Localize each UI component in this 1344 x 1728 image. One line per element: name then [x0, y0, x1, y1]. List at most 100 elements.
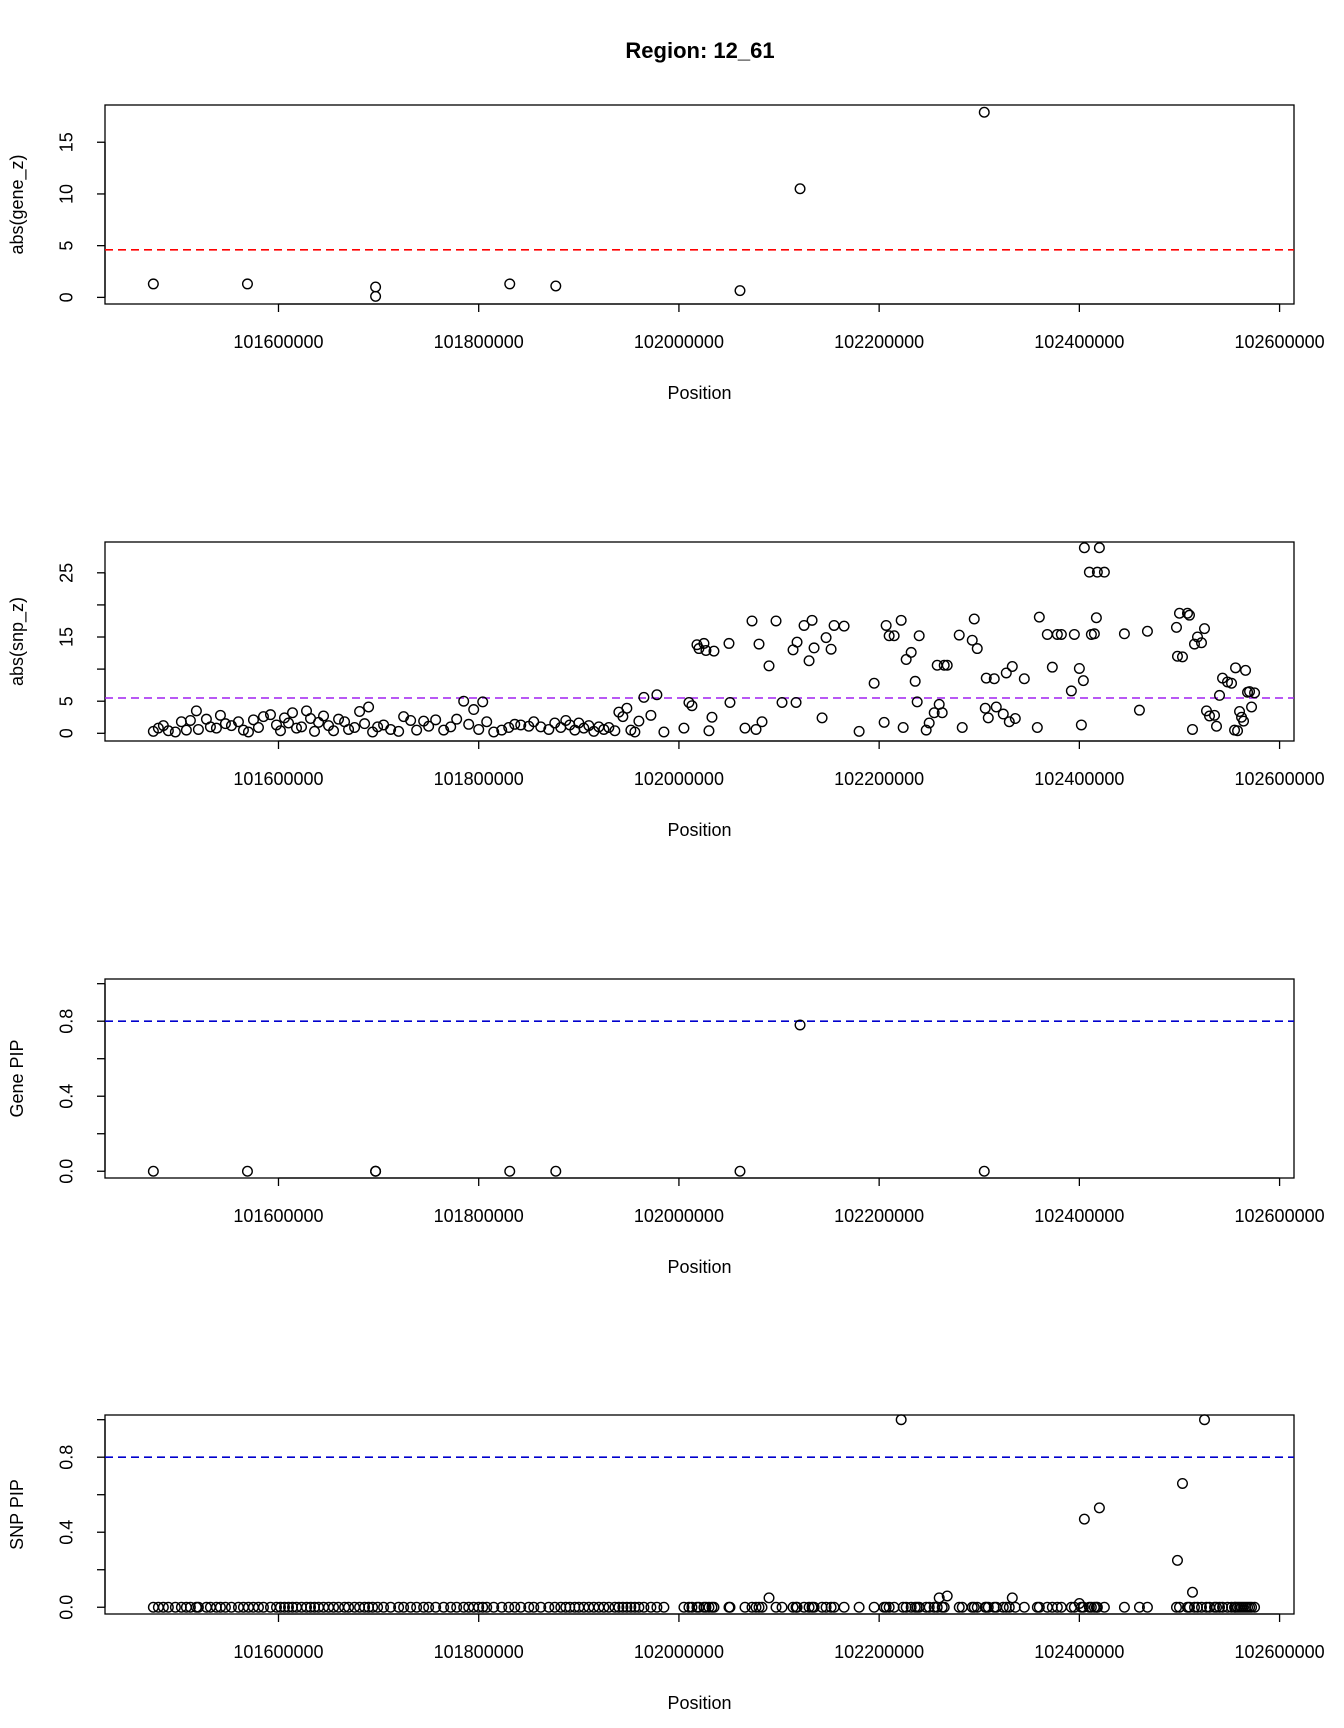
data-point [776, 1601, 788, 1613]
data-point [708, 645, 720, 657]
data-point [313, 716, 325, 728]
data-point [463, 718, 475, 730]
data-point [1183, 1601, 1195, 1613]
y-tick-label: 5 [57, 241, 77, 251]
data-point [1176, 651, 1188, 663]
data-point [359, 1601, 371, 1613]
data-point [936, 707, 948, 719]
data-point [609, 725, 621, 737]
data-point [997, 1601, 1009, 1613]
data-point [1078, 542, 1090, 554]
data-point [257, 1601, 269, 1613]
data-point [1133, 704, 1145, 716]
data-point [1234, 705, 1246, 717]
x-tick-label: 101800000 [434, 1642, 524, 1662]
data-point [1214, 1601, 1226, 1613]
data-point [1188, 638, 1200, 650]
data-point [468, 704, 480, 716]
data-point [1000, 667, 1012, 679]
data-point [283, 717, 295, 729]
data-point [1176, 1477, 1188, 1489]
data-point [770, 615, 782, 627]
data-point [270, 1601, 282, 1613]
x-tick-label: 102000000 [634, 769, 724, 789]
data-point [1118, 628, 1130, 640]
data-point [296, 721, 308, 733]
data-point [1078, 1513, 1090, 1525]
data-point [264, 709, 276, 721]
data-point [700, 644, 712, 656]
y-tick-label: 5 [57, 696, 77, 706]
data-point [900, 653, 912, 665]
data-point [192, 1601, 204, 1613]
data-point [897, 1601, 909, 1613]
x-tick-label: 102400000 [1034, 1642, 1124, 1662]
data-point [739, 1601, 751, 1613]
data-point [477, 1601, 489, 1613]
data-point [598, 723, 610, 735]
data-point [274, 1601, 286, 1613]
data-point [609, 1601, 621, 1613]
data-point [734, 1165, 746, 1177]
data-point [515, 1601, 527, 1613]
data-point [488, 1601, 500, 1613]
data-point [398, 1601, 410, 1613]
data-point [700, 1601, 712, 1613]
x-tick-label: 102600000 [1235, 332, 1325, 352]
data-point [274, 725, 286, 737]
data-point [257, 711, 269, 723]
data-point [638, 1601, 650, 1613]
data-point [535, 721, 547, 733]
data-point [305, 1601, 317, 1613]
data-point [808, 642, 820, 654]
data-point [1083, 566, 1095, 578]
data-point [430, 714, 442, 726]
data-point [603, 722, 615, 734]
data-point [543, 723, 555, 735]
data-point [372, 721, 384, 733]
data-point [966, 634, 978, 646]
data-point [481, 1601, 493, 1613]
data-point [982, 712, 994, 724]
data-point [794, 1019, 806, 1031]
data-point [703, 1601, 715, 1613]
data-point [214, 709, 226, 721]
data-point [980, 672, 992, 684]
y-tick-label: 15 [57, 132, 77, 152]
data-point [1018, 673, 1030, 685]
data-point [708, 1601, 720, 1613]
x-axis-label: Position [667, 383, 731, 403]
data-point [703, 725, 715, 737]
x-tick-label: 102000000 [634, 1642, 724, 1662]
data-point [746, 615, 758, 627]
data-point [1090, 612, 1102, 624]
data-point [504, 1165, 516, 1177]
x-tick-label: 102400000 [1034, 1206, 1124, 1226]
data-point [445, 1601, 457, 1613]
data-point [1006, 1592, 1018, 1604]
data-point [923, 1601, 935, 1613]
data-point [343, 1601, 355, 1613]
data-point [798, 619, 810, 631]
data-point [237, 724, 249, 736]
y-tick-label: 0 [57, 292, 77, 302]
data-point [1195, 1601, 1207, 1613]
data-point [909, 675, 921, 687]
data-point [1186, 1586, 1198, 1598]
data-point [683, 696, 695, 708]
data-point [803, 1601, 815, 1613]
x-axis-label: Position [667, 1693, 731, 1713]
data-point [219, 718, 231, 730]
data-point [645, 1601, 657, 1613]
data-point [895, 614, 907, 626]
data-point [953, 629, 965, 641]
data-point [509, 1601, 521, 1613]
data-point [941, 1590, 953, 1602]
data-point [968, 613, 980, 625]
data-point [1249, 1601, 1261, 1613]
x-tick-label: 102400000 [1034, 332, 1124, 352]
data-point [658, 1601, 670, 1613]
data-point [923, 717, 935, 729]
data-point [790, 696, 802, 708]
data-point [481, 716, 493, 728]
